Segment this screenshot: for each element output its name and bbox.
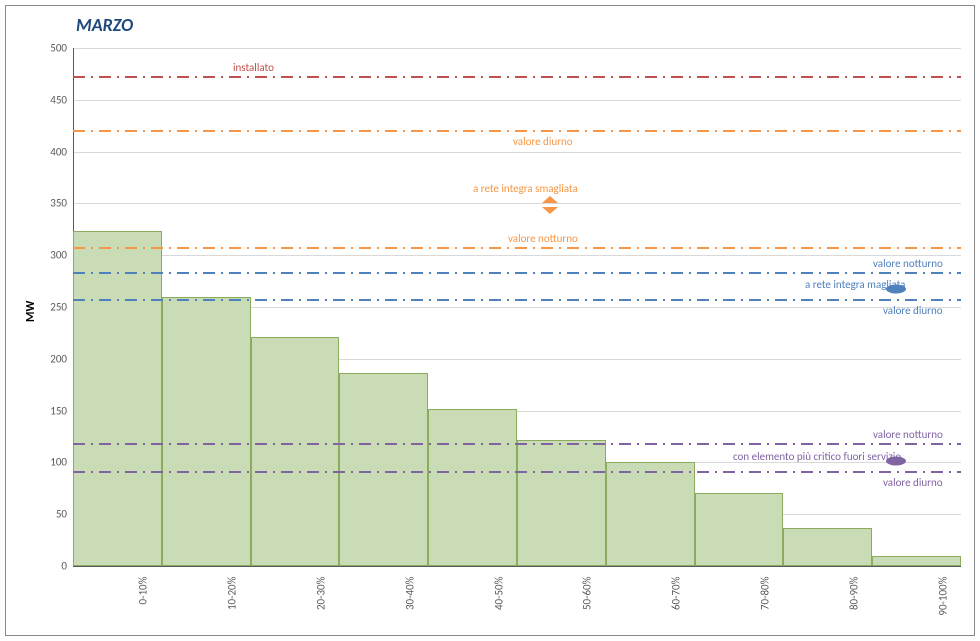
reference-label: valore diurno (883, 304, 943, 317)
ytick: 250 (37, 301, 67, 314)
xtick: 40-50% (492, 577, 505, 637)
bar (428, 409, 517, 566)
reference-label: valore notturno (873, 257, 943, 270)
reference-label: valore diurno (883, 476, 943, 489)
bar (517, 440, 606, 566)
ytick: 100 (37, 456, 67, 469)
xtick: 50-60% (581, 577, 594, 637)
marker-ellipse (885, 453, 907, 472)
bar (872, 556, 961, 566)
reference-line (73, 470, 961, 474)
gridline (73, 203, 961, 204)
chart-title: MARZO (76, 14, 133, 36)
y-axis-label: MW (24, 301, 38, 322)
bar (162, 297, 251, 566)
gridline (73, 152, 961, 153)
gridline (73, 255, 961, 256)
group-label: a rete integra smagliata (473, 182, 578, 195)
ytick: 450 (37, 93, 67, 106)
ytick: 300 (37, 249, 67, 262)
xtick: 90-100% (936, 577, 949, 637)
ytick: 200 (37, 352, 67, 365)
bar (251, 337, 340, 566)
reference-line (73, 129, 961, 133)
reference-line (73, 75, 961, 79)
plot-area: installato valore diurno valore notturno va… (73, 48, 961, 566)
ytick: 50 (37, 508, 67, 521)
group-label: con elemento più critico fuori servizio (733, 450, 901, 463)
marker-triangles (538, 196, 562, 219)
xtick: 60-70% (670, 577, 683, 637)
bar (783, 528, 872, 566)
ytick: 400 (37, 145, 67, 158)
gridline (73, 100, 961, 101)
reference-line (73, 298, 961, 302)
gridline (73, 48, 961, 49)
xtick: 80-90% (847, 577, 860, 637)
reference-label: valore notturno (508, 232, 578, 245)
bar (695, 493, 784, 566)
reference-line (73, 442, 961, 446)
ytick: 150 (37, 404, 67, 417)
ytick: 500 (37, 42, 67, 55)
xtick: 70-80% (759, 577, 772, 637)
reference-label: valore diurno (513, 135, 573, 148)
xtick: 0-10% (137, 577, 150, 637)
reference-label: valore notturno (873, 428, 943, 441)
xtick: 20-30% (315, 577, 328, 637)
ytick: 0 (37, 560, 67, 573)
bar (606, 462, 695, 566)
reference-line (73, 246, 961, 250)
bar (73, 231, 162, 566)
reference-label: installato (233, 61, 274, 74)
gridline (73, 566, 961, 567)
ytick: 350 (37, 197, 67, 210)
xtick: 10-20% (226, 577, 239, 637)
xtick: 30-40% (403, 577, 416, 637)
reference-line (73, 271, 961, 275)
chart-frame: MARZO MW installato valore diurno valore n… (5, 5, 975, 636)
marker-ellipse (885, 281, 907, 300)
